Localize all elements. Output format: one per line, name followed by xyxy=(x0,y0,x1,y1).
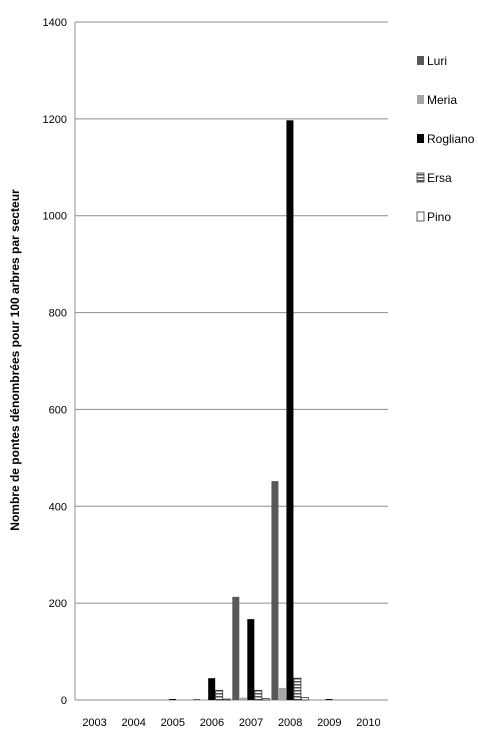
x-tick-label: 2006 xyxy=(200,717,224,729)
legend-swatch-meria xyxy=(417,95,424,104)
bar-pino-2007 xyxy=(261,698,270,701)
y-tick-label: 1400 xyxy=(43,17,67,29)
legend-label-rogliano: Rogliano xyxy=(427,132,475,146)
bar-ersa-2007 xyxy=(254,689,263,701)
y-tick-label: 1000 xyxy=(43,211,67,223)
y-tick-label: 800 xyxy=(49,308,67,320)
y-tick-label: 200 xyxy=(49,598,67,610)
axes xyxy=(74,22,388,701)
legend-swatch-rogliano xyxy=(417,134,424,143)
bar-luri-2006 xyxy=(193,699,201,700)
y-tick-label: 400 xyxy=(49,501,67,513)
x-tick-label: 2010 xyxy=(356,717,380,729)
bar-ersa-2006 xyxy=(215,689,224,701)
y-axis-label: Nombre de pontes dénombrées pour 100 arb… xyxy=(8,189,22,531)
x-tick-label: 2007 xyxy=(239,717,263,729)
legend-label-pino: Pino xyxy=(427,210,451,224)
legend-swatch-luri xyxy=(417,56,424,65)
x-tick-label: 2009 xyxy=(317,717,341,729)
x-tick-label: 2004 xyxy=(121,717,145,729)
x-tick-label: 2008 xyxy=(278,717,302,729)
y-tick-label: 600 xyxy=(49,404,67,416)
bar-rogliano-2005 xyxy=(169,699,177,700)
legend: Luri Meria Rogliano Ersa Pino xyxy=(416,54,475,224)
bar-rogliano-2006 xyxy=(208,678,216,700)
y-tick-label: 1200 xyxy=(43,114,67,126)
legend-label-luri: Luri xyxy=(427,54,447,68)
legend-label-meria: Meria xyxy=(427,93,457,107)
bar-rogliano-2009 xyxy=(325,699,333,700)
bar-ersa-2008 xyxy=(293,677,302,701)
x-tick-label: 2003 xyxy=(82,717,106,729)
bar-rogliano-2008 xyxy=(286,120,294,700)
bar-luri-2008 xyxy=(271,481,279,700)
bar-pino-2006 xyxy=(222,698,231,701)
bar-rogliano-2007 xyxy=(247,619,255,700)
x-tick-label: 2005 xyxy=(161,717,185,729)
y-tick-label: 0 xyxy=(61,695,67,707)
legend-swatch-pino xyxy=(416,211,425,222)
bar-pino-2008 xyxy=(301,697,309,701)
bars xyxy=(169,120,333,701)
legend-swatch-ersa xyxy=(416,172,425,183)
tick-labels: 0 200 400 600 800 1000 1200 1400 2003 2004 2005 200… xyxy=(43,17,381,729)
bar-luri-2007 xyxy=(232,596,240,700)
legend-label-ersa: Ersa xyxy=(427,171,452,185)
gridlines xyxy=(75,21,388,604)
bar-meria-2008 xyxy=(278,687,286,700)
bar-meria-2007 xyxy=(239,697,247,700)
